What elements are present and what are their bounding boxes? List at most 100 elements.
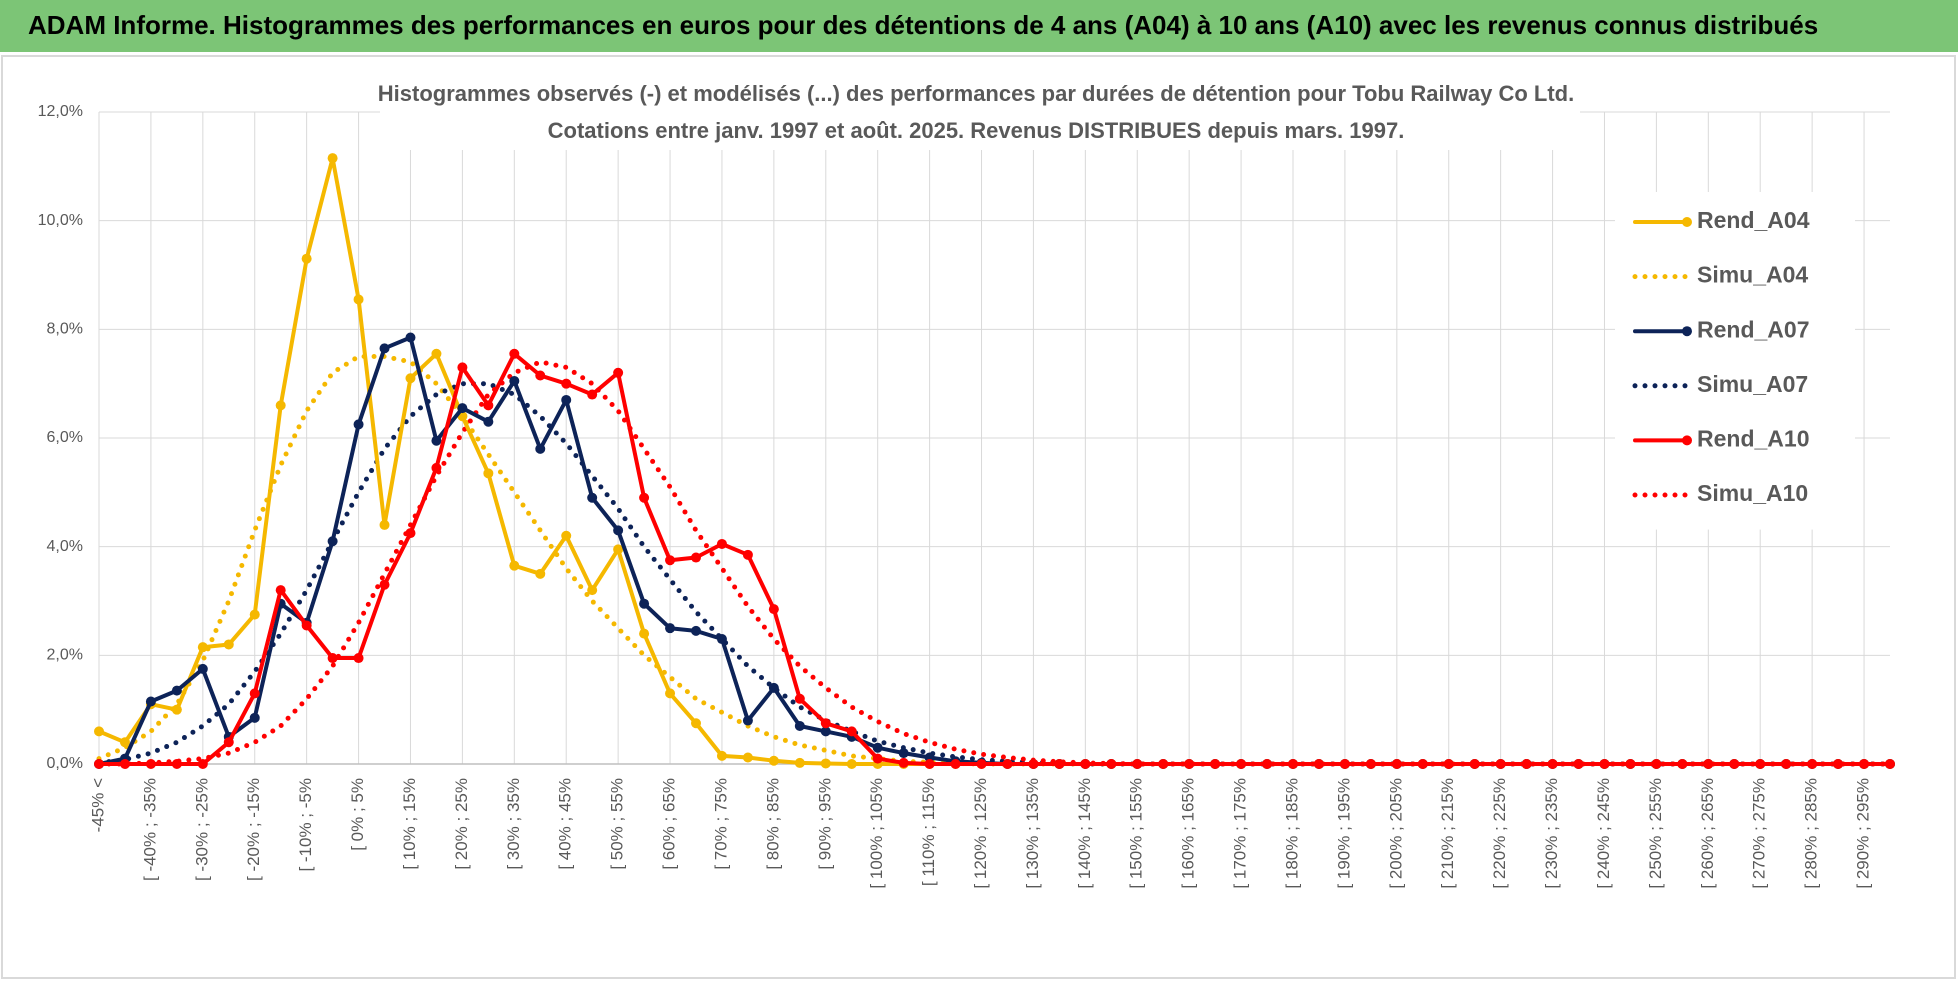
y-tick-label: 8,0% — [47, 321, 83, 338]
series-marker — [301, 620, 312, 631]
x-tick-label: [ 20% ; 25% — [452, 778, 471, 870]
series-marker — [483, 468, 494, 479]
legend-label: Simu_A04 — [1697, 262, 1808, 288]
series-marker — [509, 560, 520, 571]
series-line — [97, 351, 1892, 766]
y-tick-label: 4,0% — [47, 538, 83, 555]
series-marker — [509, 375, 520, 386]
series-marker — [1495, 759, 1506, 769]
series-marker — [353, 653, 364, 664]
series-marker — [1132, 759, 1143, 769]
series-marker — [223, 737, 234, 748]
x-tick-label: [ -40% ; -35% — [140, 778, 159, 881]
series-marker — [820, 758, 831, 769]
series-marker — [327, 536, 338, 547]
series-marker — [587, 389, 598, 400]
header-bar — [0, 0, 1958, 52]
series-marker — [846, 759, 857, 769]
x-tick-label: [ 290% ; 295% — [1854, 778, 1873, 889]
series-marker — [1833, 759, 1844, 769]
series-marker — [794, 720, 805, 731]
series-marker — [1391, 759, 1402, 769]
series-marker — [639, 492, 650, 503]
legend-box — [1615, 192, 1855, 530]
series-marker — [405, 373, 416, 384]
series-marker — [223, 639, 234, 650]
series-marker — [94, 726, 104, 737]
series-marker — [1054, 759, 1065, 769]
legend-marker — [1682, 435, 1692, 446]
x-tick-label: [ 260% ; 265% — [1698, 778, 1717, 889]
x-tick-label: [ 270% ; 275% — [1750, 778, 1769, 889]
series-marker — [561, 378, 572, 389]
series-marker — [1807, 759, 1818, 769]
series-marker — [1885, 759, 1895, 769]
series-marker — [457, 403, 468, 414]
series-marker — [1729, 759, 1740, 769]
x-tick-label: [ 40% ; 45% — [556, 778, 575, 870]
series-marker — [924, 759, 935, 769]
y-tick-label: 6,0% — [47, 429, 83, 446]
series-marker — [716, 750, 727, 761]
series-marker — [483, 400, 494, 411]
series-marker — [768, 604, 779, 615]
series-marker — [1651, 759, 1662, 769]
y-tick-label: 0,0% — [47, 755, 83, 772]
series-marker — [535, 568, 546, 579]
series-marker — [976, 759, 987, 769]
x-tick-label: [ 200% ; 205% — [1386, 778, 1405, 889]
series-marker — [379, 343, 390, 354]
x-tick-label: [ 90% ; 95% — [815, 778, 834, 870]
x-tick-label: [ 30% ; 35% — [504, 778, 523, 870]
series-marker — [483, 416, 494, 427]
x-tick-label: [ 10% ; 15% — [400, 778, 419, 870]
x-tick-label: [ 230% ; 235% — [1542, 778, 1561, 889]
x-tick-label: [ -10% ; -5% — [296, 778, 315, 872]
y-tick-label: 2,0% — [47, 647, 83, 664]
series-marker — [1236, 759, 1247, 769]
series-marker — [119, 759, 130, 769]
series-marker — [1262, 759, 1273, 769]
series-marker — [613, 367, 624, 378]
series-marker — [535, 370, 546, 381]
series-marker — [275, 585, 286, 596]
series-marker — [1158, 759, 1169, 769]
series-marker — [327, 153, 338, 164]
series-marker — [691, 625, 701, 636]
series-marker — [587, 492, 598, 503]
x-tick-label: [ 210% ; 215% — [1438, 778, 1457, 889]
series-marker — [94, 759, 104, 769]
series-marker — [691, 552, 701, 563]
series-marker — [119, 737, 130, 748]
x-tick-label: [ 130% ; 135% — [1023, 778, 1042, 889]
series-marker — [145, 696, 156, 707]
series-marker — [379, 519, 390, 530]
legend-label: Rend_A10 — [1697, 425, 1809, 451]
series-marker — [1547, 759, 1558, 769]
x-tick-label: [ 190% ; 195% — [1334, 778, 1353, 889]
series-marker — [716, 538, 727, 549]
series-marker — [327, 653, 338, 664]
series-marker — [431, 462, 442, 473]
series-marker — [1210, 759, 1221, 769]
plot: 0,0% 2,0% 4,0% 6,0% 8,0% 10,0% 12,0% -45% < [ -4… — [38, 103, 1895, 889]
series-marker — [794, 757, 805, 768]
series-marker — [1080, 759, 1091, 769]
x-tick-label: [ 220% ; 225% — [1490, 778, 1509, 889]
x-tick-label: [ 240% ; 245% — [1594, 778, 1613, 889]
series-marker — [1469, 759, 1480, 769]
series-marker — [197, 642, 208, 653]
series-marker — [379, 579, 390, 590]
series-marker — [249, 609, 260, 620]
x-tick-label: [ 150% ; 155% — [1127, 778, 1146, 889]
series-marker — [768, 682, 779, 693]
legend-marker — [1682, 217, 1692, 227]
series-marker — [275, 400, 286, 411]
x-tick-label: [ 160% ; 165% — [1179, 778, 1198, 889]
series-marker — [716, 634, 727, 645]
legend-label: Rend_A07 — [1697, 316, 1809, 342]
series-marker — [1288, 759, 1298, 769]
legend-marker — [1682, 326, 1692, 337]
x-tick-label: -45% < — [88, 778, 107, 832]
x-tick-label: [ 50% ; 55% — [608, 778, 627, 870]
